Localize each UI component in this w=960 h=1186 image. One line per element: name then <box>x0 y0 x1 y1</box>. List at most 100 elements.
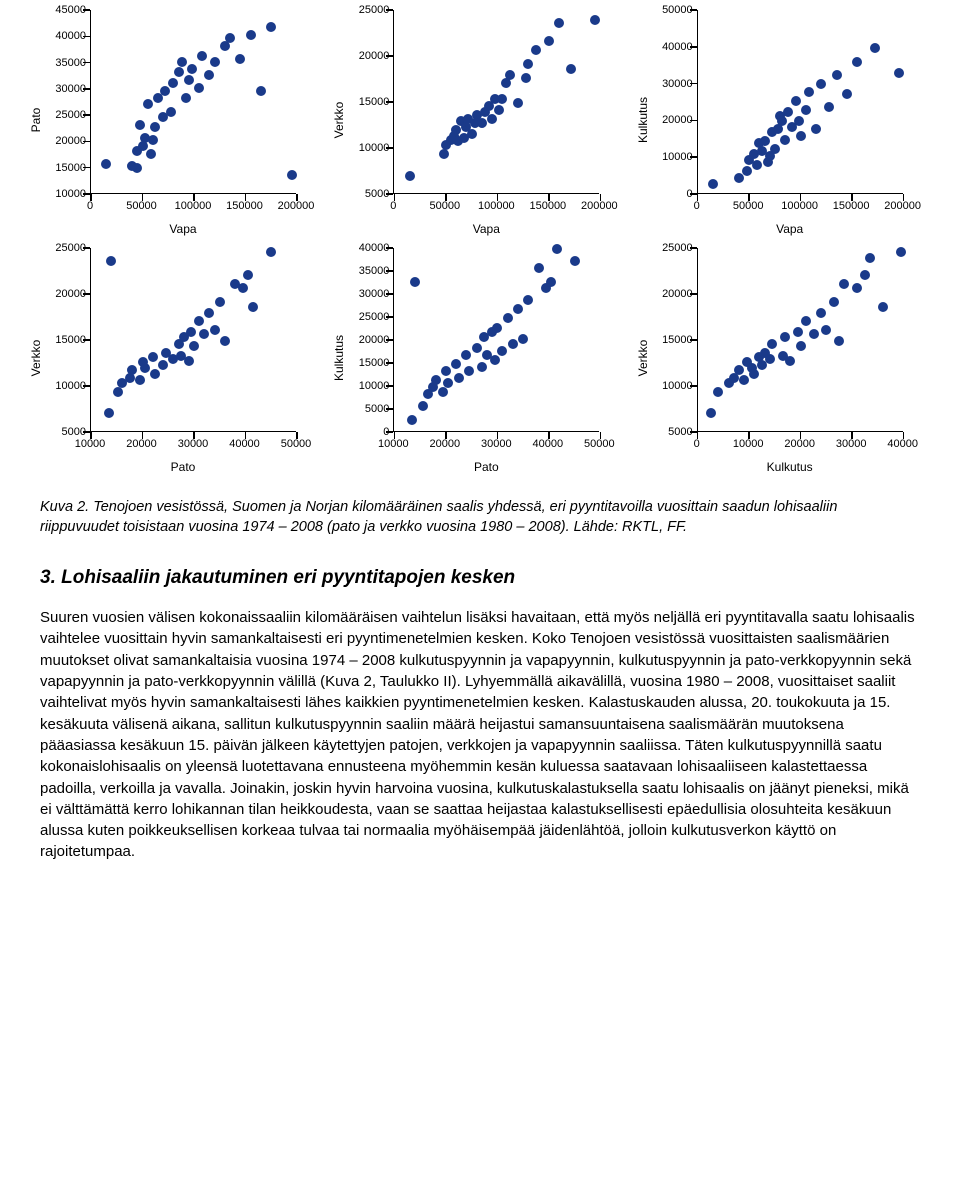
y-tick-label: 30000 <box>55 83 86 95</box>
x-tick-label: 100000 <box>478 200 515 212</box>
data-point <box>215 297 225 307</box>
data-point <box>184 75 194 85</box>
x-tick-label: 40000 <box>887 438 918 450</box>
data-point <box>839 279 849 289</box>
data-point <box>816 308 826 318</box>
x-axis-label: Kulkutus <box>767 460 813 474</box>
data-point <box>708 179 718 189</box>
data-point <box>127 365 137 375</box>
x-tick-label: 0 <box>87 200 93 212</box>
plot-area <box>90 248 296 432</box>
data-point <box>521 73 531 83</box>
data-point <box>780 135 790 145</box>
data-point <box>497 94 507 104</box>
data-point <box>146 149 156 159</box>
data-point <box>801 105 811 115</box>
y-tick-label: 0 <box>383 426 389 438</box>
scatter-chart: VerkkoPato500010000150002000025000100002… <box>40 248 300 468</box>
data-point <box>189 341 199 351</box>
data-point <box>894 68 904 78</box>
data-point <box>187 64 197 74</box>
data-point <box>505 70 515 80</box>
x-tick-label: 50000 <box>126 200 157 212</box>
data-point <box>266 22 276 32</box>
data-point <box>194 316 204 326</box>
x-axis-label: Vapa <box>169 222 196 236</box>
data-point <box>811 124 821 134</box>
x-tick-label: 40000 <box>533 438 564 450</box>
data-point <box>793 327 803 337</box>
data-point <box>186 327 196 337</box>
y-tick-label: 20000 <box>359 334 390 346</box>
data-point <box>508 339 518 349</box>
data-point <box>204 70 214 80</box>
x-tick-label: 150000 <box>529 200 566 212</box>
data-point <box>706 408 716 418</box>
y-tick-label: 25000 <box>359 311 390 323</box>
x-tick-label: 10000 <box>733 438 764 450</box>
x-axis-label: Vapa <box>776 222 803 236</box>
plot-area <box>697 248 903 432</box>
x-tick-label: 40000 <box>229 438 260 450</box>
y-tick-label: 15000 <box>55 334 86 346</box>
data-point <box>266 247 276 257</box>
data-point <box>494 105 504 115</box>
data-point <box>464 366 474 376</box>
y-tick-label: 5000 <box>365 403 389 415</box>
y-tick-label: 40000 <box>359 242 390 254</box>
data-point <box>760 136 770 146</box>
data-point <box>243 270 253 280</box>
data-point <box>225 33 235 43</box>
y-axis-label: Verkko <box>29 340 43 377</box>
x-tick-label: 150000 <box>833 200 870 212</box>
y-tick-label: 10000 <box>55 188 86 200</box>
x-tick-label: 100000 <box>781 200 818 212</box>
data-point <box>804 87 814 97</box>
x-tick-label: 50000 <box>584 438 615 450</box>
data-point <box>477 118 487 128</box>
data-point <box>104 408 114 418</box>
y-tick-label: 15000 <box>359 96 390 108</box>
x-tick-label: 30000 <box>178 438 209 450</box>
data-point <box>852 283 862 293</box>
data-point <box>410 277 420 287</box>
data-point <box>503 313 513 323</box>
data-point <box>860 270 870 280</box>
scatter-chart: VerkkoKulkutus50001000015000200002500001… <box>647 248 907 468</box>
x-tick-label: 50000 <box>281 438 312 450</box>
data-point <box>816 79 826 89</box>
data-point <box>135 375 145 385</box>
data-point <box>734 365 744 375</box>
y-tick-label: 20000 <box>662 114 693 126</box>
data-point <box>113 387 123 397</box>
data-point <box>834 336 844 346</box>
data-point <box>531 45 541 55</box>
data-point <box>777 116 787 126</box>
data-point <box>454 373 464 383</box>
data-point <box>220 336 230 346</box>
x-axis-label: Pato <box>171 460 196 474</box>
plot-area <box>697 10 903 194</box>
x-tick-label: 20000 <box>784 438 815 450</box>
y-tick-label: 0 <box>687 188 693 200</box>
data-point <box>809 329 819 339</box>
data-point <box>796 341 806 351</box>
section-heading: 3. Lohisaaliin jakautuminen eri pyyntita… <box>40 567 920 589</box>
y-tick-label: 40000 <box>662 41 693 53</box>
data-point <box>238 283 248 293</box>
chart-grid: PatoVapa10000150002000025000300003500040… <box>40 10 920 468</box>
x-tick-label: 20000 <box>430 438 461 450</box>
data-point <box>418 401 428 411</box>
plot-area <box>393 10 599 194</box>
x-tick-label: 0 <box>694 200 700 212</box>
y-tick-label: 5000 <box>62 426 86 438</box>
data-point <box>492 323 502 333</box>
x-tick-label: 200000 <box>884 200 921 212</box>
data-point <box>546 277 556 287</box>
data-point <box>523 59 533 69</box>
data-point <box>801 316 811 326</box>
y-tick-label: 35000 <box>55 57 86 69</box>
data-point <box>148 135 158 145</box>
data-point <box>472 343 482 353</box>
data-point <box>590 15 600 25</box>
